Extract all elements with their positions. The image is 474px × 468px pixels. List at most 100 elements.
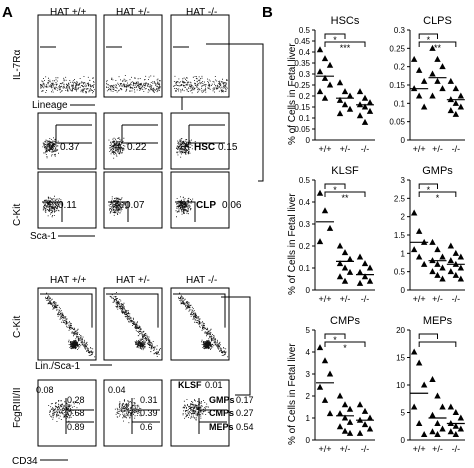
significance-bracket xyxy=(418,33,438,39)
y-tick-label: 0.2 xyxy=(299,242,311,251)
y-tick-label: 3 xyxy=(401,176,406,185)
y-tick-label: 5 xyxy=(306,326,311,335)
data-point xyxy=(429,376,436,382)
row5-plot2-value-2: 0.31 xyxy=(140,395,158,405)
data-point xyxy=(457,92,465,99)
flow-plot-r4-c1 xyxy=(37,287,97,361)
data-point xyxy=(321,55,329,62)
panel-b-ylabel-3: % of Cells in Fetal liver xyxy=(287,343,298,445)
flow-plot-frame xyxy=(103,14,163,98)
row2-gate-label: HSC xyxy=(194,142,215,153)
data-point xyxy=(457,425,465,432)
panel-b-ylabel-2: % of Cells in Fetal liver xyxy=(287,193,298,295)
y-tick-label: 0.2 xyxy=(299,92,311,101)
flow-plot-r4-c2 xyxy=(103,287,163,361)
data-point xyxy=(341,264,349,271)
lk-link-arrow xyxy=(221,296,251,396)
clp-gate xyxy=(42,201,63,222)
data-point xyxy=(346,105,354,112)
flow-plot-r3-c2 xyxy=(103,171,163,229)
y-tick-label: 0.4 xyxy=(299,198,311,207)
row5-plot3-name-1: KLSF xyxy=(178,380,202,390)
x-tick-label: -/- xyxy=(452,444,461,454)
data-point xyxy=(326,410,334,417)
significance-bracket xyxy=(418,341,457,347)
row2-value-1: 0.37 xyxy=(60,142,80,153)
data-point xyxy=(366,107,374,114)
genotype-header-3: HAT -/- xyxy=(186,7,217,18)
chart-title: CMPs xyxy=(330,315,360,327)
flow-events xyxy=(106,75,161,93)
data-point xyxy=(452,99,460,106)
flow-plot-frame xyxy=(103,112,163,170)
data-point xyxy=(457,275,465,282)
flow-plot-r2-c1 xyxy=(37,112,97,170)
data-point xyxy=(457,414,465,421)
y-tick-label: 0.05 xyxy=(294,125,310,134)
data-point xyxy=(420,260,428,267)
significance-label: * xyxy=(333,35,337,45)
y-tick-label: 0.5 xyxy=(394,268,406,277)
data-point xyxy=(316,383,324,390)
panel-b-ylabel-1: % of Cells in Fetal liver xyxy=(287,43,298,145)
data-point xyxy=(336,96,344,103)
data-point xyxy=(434,420,441,426)
x-tick-label: +/+ xyxy=(318,144,331,154)
data-point xyxy=(356,279,364,286)
flow-plot-frame xyxy=(37,14,97,98)
data-point xyxy=(434,77,441,84)
x-tick-label: +/+ xyxy=(413,294,426,304)
data-point xyxy=(434,246,441,253)
flow-plot-frame xyxy=(103,287,163,361)
chart-title: HSCs xyxy=(331,15,360,27)
flow-events xyxy=(40,76,95,94)
y-tick-label: 1 xyxy=(306,414,311,423)
data-point xyxy=(346,92,354,99)
data-point xyxy=(316,189,324,196)
x-tick-label: +/+ xyxy=(413,444,426,454)
chart-title: KLSF xyxy=(331,165,359,177)
data-point xyxy=(420,381,428,388)
data-point xyxy=(356,268,364,275)
chart-title: CLPS xyxy=(423,15,452,27)
significance-bracket xyxy=(324,41,366,47)
data-point xyxy=(439,403,446,410)
data-point xyxy=(336,79,344,86)
significance-bracket xyxy=(324,183,346,189)
progenitor-gates xyxy=(65,398,94,434)
data-point xyxy=(447,107,455,114)
significance-label: * xyxy=(427,35,431,45)
significance-label: *** xyxy=(340,43,351,53)
data-point xyxy=(356,429,364,436)
data-point xyxy=(429,92,436,99)
data-point xyxy=(356,112,364,119)
flow-plot-frame xyxy=(170,112,230,170)
data-point xyxy=(341,427,349,434)
x-tick-label: +/+ xyxy=(318,294,331,304)
x-tick-label: -/- xyxy=(361,144,370,154)
progenitor-gates xyxy=(198,398,227,434)
data-point xyxy=(366,264,374,271)
row5-xlabel: CD34 xyxy=(12,456,38,467)
flow-plot-frame xyxy=(103,379,163,447)
data-point xyxy=(447,403,455,410)
y-tick-label: 2 xyxy=(401,213,406,222)
flow-events xyxy=(173,75,228,94)
data-point xyxy=(316,344,324,351)
data-point xyxy=(415,92,423,99)
data-point xyxy=(346,418,354,425)
flow-plot-frame xyxy=(37,171,97,229)
data-point xyxy=(447,428,455,435)
data-point xyxy=(341,414,349,421)
flow-plot-r3-c1 xyxy=(37,171,97,229)
panel-b-letter: B xyxy=(262,4,273,21)
y-tick-label: 0.3 xyxy=(299,220,311,229)
x-tick-label: +/- xyxy=(432,144,443,154)
data-point xyxy=(336,260,344,267)
data-point xyxy=(420,77,428,84)
flow-plot-frame xyxy=(37,112,97,170)
data-point xyxy=(434,55,441,62)
hsc-gate xyxy=(188,124,225,144)
row3-value-2: 0.07 xyxy=(125,200,145,211)
data-point xyxy=(452,110,460,117)
